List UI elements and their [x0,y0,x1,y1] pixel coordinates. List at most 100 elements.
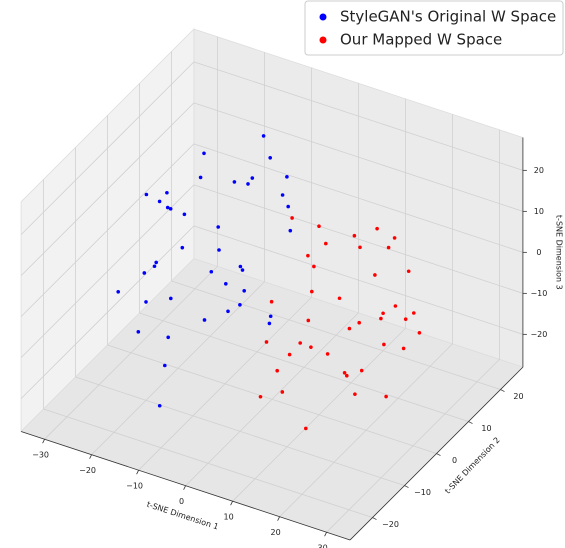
point [268,156,273,160]
point [290,216,294,220]
grid-line [20,184,195,358]
point [306,253,310,258]
point [288,228,293,233]
point [152,264,157,269]
point [280,193,285,197]
point [312,264,316,269]
point [285,175,289,179]
grid-line [193,184,524,294]
point [198,175,203,180]
tick-mark [89,454,92,459]
tick-mark [500,389,505,392]
point [286,204,291,209]
point [202,151,206,156]
point [202,318,207,322]
grid-line [75,376,405,486]
legend: StyleGAN's Original W Space Our Mapped W … [304,0,564,56]
point [165,190,169,195]
y-tick-label: −10 [414,488,431,497]
grid-line [107,344,437,454]
legend-frame [304,0,564,56]
point [406,269,411,274]
legend-marker [319,13,327,21]
point [412,311,416,315]
point [136,330,141,334]
point [232,180,237,184]
point [116,290,120,294]
point [169,296,173,301]
y-tick-label: 10 [481,424,491,433]
y-axis-line [349,366,524,541]
point [246,182,250,186]
point [280,390,285,394]
point [261,134,266,138]
point [358,245,362,250]
point [337,296,342,301]
point [240,268,245,272]
point [269,299,274,304]
point [382,342,386,347]
point [142,271,147,275]
point [267,321,272,326]
point [298,341,303,345]
point [417,331,422,335]
grid-line [171,280,501,390]
point [401,346,406,351]
point [157,199,162,204]
x-tick-label: −20 [79,466,96,475]
point [310,289,314,294]
z-tick-label: −20 [530,330,547,339]
point [373,273,377,277]
grid-line [193,61,524,171]
point [168,207,173,211]
tick-mark [277,516,280,521]
grid-line [20,61,195,235]
point [238,264,243,269]
z-tick-label: 20 [534,166,544,175]
x-tick-label: 10 [224,513,234,522]
x-tick-label: 30 [318,544,328,548]
x-tick-label: 0 [179,497,184,506]
point [324,241,328,246]
point [384,394,388,399]
point [379,316,383,321]
point [306,318,311,323]
point [250,176,255,180]
point [157,403,162,408]
point [182,212,187,217]
point [154,260,158,265]
grid-line [193,143,524,253]
grid-line [193,225,524,335]
point [144,300,148,304]
z-tick-label: −10 [530,289,547,298]
point [359,368,364,373]
y-tick-label: 20 [513,392,523,401]
point [275,368,280,373]
x-tick-label: 20 [271,528,281,537]
grid-line [20,102,195,276]
tick-mark [436,453,441,456]
point [224,282,228,286]
point [209,269,214,274]
tick-mark [183,485,186,490]
grid-line [20,225,195,399]
y-tick-label: 0 [452,456,457,465]
point [381,311,385,316]
point [166,335,170,340]
point [226,309,230,314]
grid-line [20,143,195,317]
point [392,236,397,240]
tick-mark [324,532,327,537]
tick-mark [404,485,409,488]
point [357,320,362,325]
tick-mark [372,517,377,520]
point [347,326,352,331]
point [309,345,313,349]
point [375,226,379,231]
point [287,352,292,357]
point [264,340,269,344]
point [393,304,398,308]
legend-label: StyleGAN's Original W Space [340,8,556,26]
point [317,224,321,228]
